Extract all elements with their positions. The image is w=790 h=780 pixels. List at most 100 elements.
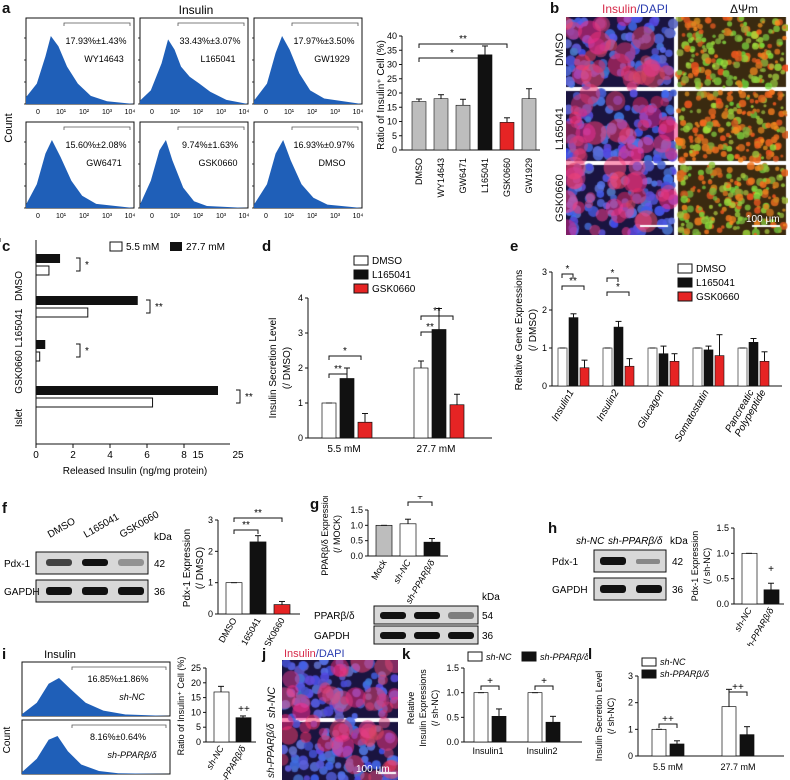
x-category-label: WY14643 — [436, 158, 446, 198]
hist-x-tick: 10⁴ — [239, 213, 250, 220]
gene-label: Glucagon — [636, 388, 667, 431]
sig-e3 — [606, 277, 619, 282]
panel-label-j: j — [262, 646, 267, 663]
category-label: Islet — [14, 409, 25, 428]
legend-label-k-sh-PPARβ/δ: sh-PPARβ/δ — [540, 652, 588, 662]
panel-g-y-label: PPARβ/δ Expression — [320, 496, 330, 576]
histogram-title: Insulin — [179, 3, 214, 17]
sig-bracket-c — [76, 343, 81, 358]
band-pdx1-h — [600, 557, 626, 565]
sig-d2-label: ** — [334, 364, 342, 375]
panel-f-y-label2: (/ DMSO) — [195, 547, 206, 589]
y-tick-label: 3 — [542, 267, 547, 277]
hist-x-tick: 10⁴ — [125, 213, 136, 220]
sig-d2 — [328, 373, 348, 378]
legend-label-e-L165041: L165041 — [696, 278, 735, 289]
sig-g-label: + — [417, 496, 423, 503]
panel-label-i: i — [2, 646, 7, 663]
x-category-label: DMSO — [217, 616, 239, 644]
micrograph-grid — [566, 17, 788, 235]
sig-f2-label: ** — [254, 508, 262, 519]
hist-x-tick: 10¹ — [56, 213, 67, 220]
y-tick-label: 0.0 — [716, 599, 729, 609]
sig-f2 — [233, 517, 283, 522]
hist-x-tick: 0 — [264, 213, 268, 220]
bar-5.5-L165041 — [35, 307, 89, 318]
legend-swatch-e-DMSO — [677, 263, 693, 274]
hist-x-tick: 0 — [264, 109, 268, 116]
histogram-percent-i: 16.85%±1.86% — [88, 674, 149, 684]
hist-x-tick: 10⁴ — [125, 109, 136, 116]
y-tick-label: 0.0 — [446, 737, 459, 747]
sig-d3 — [420, 315, 454, 320]
histogram-fill-i — [22, 736, 170, 774]
x-category-label: GW6471 — [458, 158, 468, 194]
histogram-percent: 17.97%±3.50% — [294, 36, 355, 46]
hist-x-tick: 10³ — [330, 213, 341, 220]
x-category-label: Insulin2 — [526, 746, 557, 756]
band-label-gapdh-h: GAPDH — [552, 585, 588, 596]
legend-swatch-L165041 — [353, 269, 369, 280]
legend-label-5.5: 5.5 mM — [126, 242, 159, 253]
band-gapdh-g — [448, 632, 474, 639]
hist-x-tick: 10¹ — [170, 109, 181, 116]
bar-27.7-GSK0660 — [36, 340, 46, 349]
bar-k-sh-PPARβ/δ-Insulin1 — [491, 715, 507, 743]
legend-label-e-GSK0660: GSK0660 — [696, 292, 740, 303]
y-tick-label: 3 — [208, 515, 213, 525]
bar-e-DMSO-Pancreatic Polypeptide — [737, 347, 748, 387]
bar-GSK0660 — [499, 122, 515, 151]
histogram-name-i: sh-NC — [119, 692, 145, 702]
histogram-name: L165041 — [200, 54, 235, 64]
hist-x-tick: 10¹ — [284, 109, 295, 116]
scale-bar-label: 100 μm — [746, 214, 780, 225]
kda-36: 36 — [154, 587, 166, 598]
y-tick-label: 10 — [387, 117, 397, 127]
x-category-label: GW1929 — [524, 158, 534, 194]
panel-k-y-label: Relative — [406, 692, 416, 725]
bar-l-sh-NC-27.7 mM — [721, 706, 737, 757]
histogram-fill — [26, 140, 134, 208]
panel-l: 0 1 2 3 Insulin Secretion Level (/ sh-NC) sh-N… — [594, 657, 784, 772]
legend-label-27.7: 27.7 mM — [186, 242, 225, 253]
panel-d-y-label: Insulin Secretion Level — [268, 318, 279, 419]
sig-bracket-c — [76, 257, 81, 272]
panel-i-y-label: Ratio of Insulin⁺ Cell (%) — [176, 657, 186, 756]
y-tick-label: 0.5 — [446, 712, 459, 722]
bar-e-L165041-Glucagon — [658, 353, 669, 387]
panel-d-y-label2: (/ DMSO) — [282, 347, 293, 389]
bar-g-sh-NC — [399, 523, 417, 557]
x-category-label: L165041 — [480, 158, 490, 193]
hist-x-tick: 0 — [150, 213, 154, 220]
hist-x-tick: 10¹ — [284, 213, 295, 220]
x-tick-label: 6 — [144, 450, 150, 461]
y-tick-label: 2 — [542, 305, 547, 315]
sig-e3-label: * — [611, 268, 615, 279]
sig-d4-label: ** — [426, 322, 434, 333]
y-tick-label: 15 — [191, 693, 201, 703]
row-label-shnc: sh-NC — [266, 686, 278, 718]
band-pdx1 — [82, 559, 108, 566]
sig-bracket-c — [236, 389, 241, 404]
band-gapdh — [82, 587, 108, 595]
category-label: L165041 — [14, 308, 25, 347]
band-gapdh-h — [600, 585, 626, 593]
legend-swatch-DMSO — [353, 255, 369, 266]
legend-label-l-sh-NC: sh-NC — [660, 657, 686, 667]
insulin-dapi-header: Insulin/DAPI — [602, 2, 668, 16]
panel-e-y-label: Relative Gene Expressions — [514, 270, 525, 391]
bar-5.5-DMSO — [35, 265, 50, 276]
bar-e-L165041-Insulin1 — [568, 317, 579, 387]
bar-e-GSK0660-Insulin1 — [579, 367, 590, 387]
dapi-text-j: /DAPI — [315, 648, 345, 660]
x-tick-label: 0 — [33, 450, 39, 461]
legend-label-l-sh-PPARβ/δ: sh-PPARβ/δ — [660, 669, 710, 679]
panel-label-d: d — [262, 238, 272, 255]
legend-label-L165041: L165041 — [372, 270, 411, 281]
sig-bracket-2 — [418, 57, 486, 62]
row-label-dmso: DMSO — [554, 33, 566, 66]
bar-f-L165041 — [249, 541, 267, 615]
panel-k-y-label2: Insulin Expressions — [418, 669, 428, 747]
sig-label-c: * — [85, 346, 89, 357]
